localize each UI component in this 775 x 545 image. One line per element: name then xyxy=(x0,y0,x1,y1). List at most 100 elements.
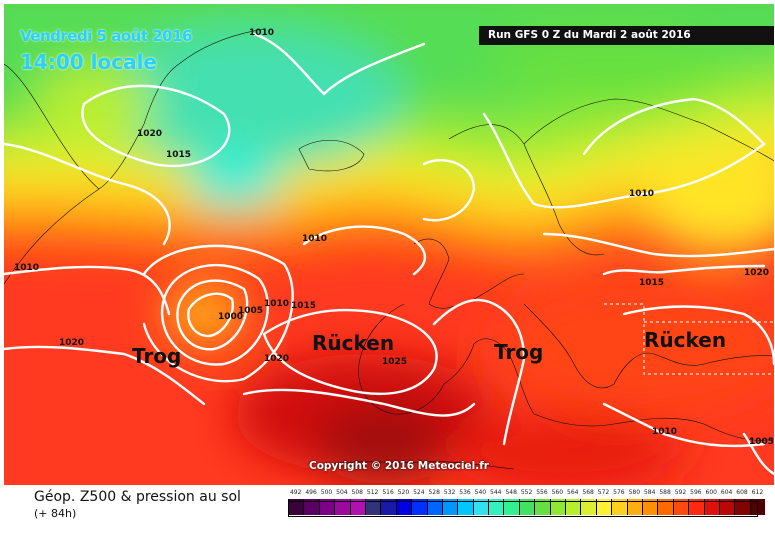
scale-label: 496 xyxy=(305,489,317,496)
scale-step: 572 xyxy=(595,487,612,515)
scale-step: 612 xyxy=(749,487,766,515)
scale-swatch xyxy=(441,499,458,515)
scale-swatch xyxy=(580,499,596,515)
geopotential-map xyxy=(4,4,774,485)
scale-step: 516 xyxy=(380,487,396,515)
isobar-label: 1010 xyxy=(14,263,40,273)
isobar-label: 1005 xyxy=(749,437,774,447)
scale-swatch xyxy=(749,499,766,515)
scale-label: 524 xyxy=(413,489,425,496)
scale-swatch xyxy=(672,499,689,515)
trog-label-central: Trog xyxy=(494,340,544,364)
scale-step: 604 xyxy=(718,487,735,515)
legend-footer: Géop. Z500 & pression au sol (+ 84h) 492… xyxy=(0,485,775,545)
scale-swatch xyxy=(734,499,750,515)
scale-label: 588 xyxy=(659,489,671,496)
scale-step: 492 xyxy=(288,487,304,515)
scale-swatch xyxy=(503,499,519,515)
scale-swatch xyxy=(457,499,473,515)
isobar-label: 1010 xyxy=(652,427,678,437)
scale-label: 584 xyxy=(643,489,656,496)
valid-date: Vendredi 5 août 2016 xyxy=(20,27,192,45)
isobar-label: 1000 xyxy=(218,312,244,322)
scale-step: 588 xyxy=(657,487,673,515)
scale-step: 496 xyxy=(303,487,319,515)
isobar-label: 1010 xyxy=(629,189,655,199)
scale-step: 560 xyxy=(549,487,566,515)
scale-label: 492 xyxy=(289,489,302,496)
isobar-label: 1010 xyxy=(264,299,290,309)
scale-label: 532 xyxy=(443,489,456,496)
ruecken-label-east: Rücken xyxy=(644,328,727,352)
scale-step: 596 xyxy=(688,487,704,515)
scale-swatch xyxy=(472,499,489,515)
scale-swatch xyxy=(288,499,304,515)
scale-step: 556 xyxy=(534,487,550,515)
trog-label-west: Trog xyxy=(132,344,182,368)
scale-step: 544 xyxy=(488,487,504,515)
scale-swatch xyxy=(626,499,642,515)
scale-swatch xyxy=(349,499,365,515)
scale-step: 508 xyxy=(349,487,365,515)
scale-label: 604 xyxy=(720,489,733,496)
scale-label: 520 xyxy=(397,489,410,496)
scale-step: 528 xyxy=(426,487,442,515)
scale-label: 560 xyxy=(551,489,564,496)
color-scale: 492 496 500 504 508 512 516 520 524 528 532 536 540 5… xyxy=(288,487,766,515)
scale-label: 512 xyxy=(366,489,379,496)
isobar-label: 1005 xyxy=(238,306,264,316)
forecast-hour: (+ 84h) xyxy=(34,507,77,520)
scale-swatch xyxy=(318,499,335,515)
scale-label: 600 xyxy=(705,489,717,496)
scale-label: 580 xyxy=(628,489,641,496)
isobar-label: 1015 xyxy=(166,150,192,160)
scale-label: 592 xyxy=(674,489,687,496)
scale-swatch xyxy=(395,499,412,515)
scale-swatch xyxy=(641,499,658,515)
scale-step: 512 xyxy=(364,487,381,515)
scale-label: 516 xyxy=(382,489,394,496)
scale-step: 580 xyxy=(626,487,642,515)
scale-swatch xyxy=(518,499,535,515)
scale-swatch xyxy=(595,499,612,515)
scale-step: 552 xyxy=(518,487,535,515)
isobar-label: 1010 xyxy=(302,234,328,244)
scale-swatch xyxy=(426,499,442,515)
scale-step: 532 xyxy=(441,487,458,515)
legend-title: Géop. Z500 & pression au sol xyxy=(34,489,241,505)
scale-swatch xyxy=(411,499,427,515)
scale-swatch xyxy=(534,499,550,515)
scale-step: 568 xyxy=(580,487,596,515)
scale-label: 500 xyxy=(320,489,333,496)
scale-step: 576 xyxy=(611,487,627,515)
scale-swatch xyxy=(703,499,719,515)
scale-label: 544 xyxy=(490,489,502,496)
isobar-label: 1020 xyxy=(137,129,163,139)
scale-swatch xyxy=(488,499,504,515)
scale-label: 552 xyxy=(520,489,533,496)
scale-label: 528 xyxy=(428,489,440,496)
scale-step: 600 xyxy=(703,487,719,515)
scale-label: 612 xyxy=(751,489,764,496)
coastlines xyxy=(4,28,774,470)
map: Vendredi 5 août 2016 14:00 locale Run GF… xyxy=(4,4,774,485)
scale-label: 608 xyxy=(736,489,748,496)
scale-swatch xyxy=(718,499,735,515)
scale-swatch xyxy=(364,499,381,515)
isobar-label: 1015 xyxy=(291,301,317,311)
isobar-label: 1015 xyxy=(639,278,665,288)
isobar-label: 1010 xyxy=(249,28,275,38)
isobar-label: 1020 xyxy=(744,268,770,278)
scale-label: 548 xyxy=(505,489,517,496)
isobar-label: 1020 xyxy=(264,354,290,364)
scale-step: 500 xyxy=(318,487,335,515)
ruecken-label-west: Rücken xyxy=(312,331,395,355)
scale-step: 548 xyxy=(503,487,519,515)
isobar-label: 1025 xyxy=(382,357,408,367)
scale-swatch xyxy=(611,499,627,515)
scale-label: 556 xyxy=(536,489,548,496)
run-info: Run GFS 0 Z du Mardi 2 août 2016 xyxy=(479,26,774,45)
scale-swatch xyxy=(688,499,704,515)
copyright: Copyright © 2016 Meteociel.fr xyxy=(309,460,489,472)
scale-step: 608 xyxy=(734,487,750,515)
